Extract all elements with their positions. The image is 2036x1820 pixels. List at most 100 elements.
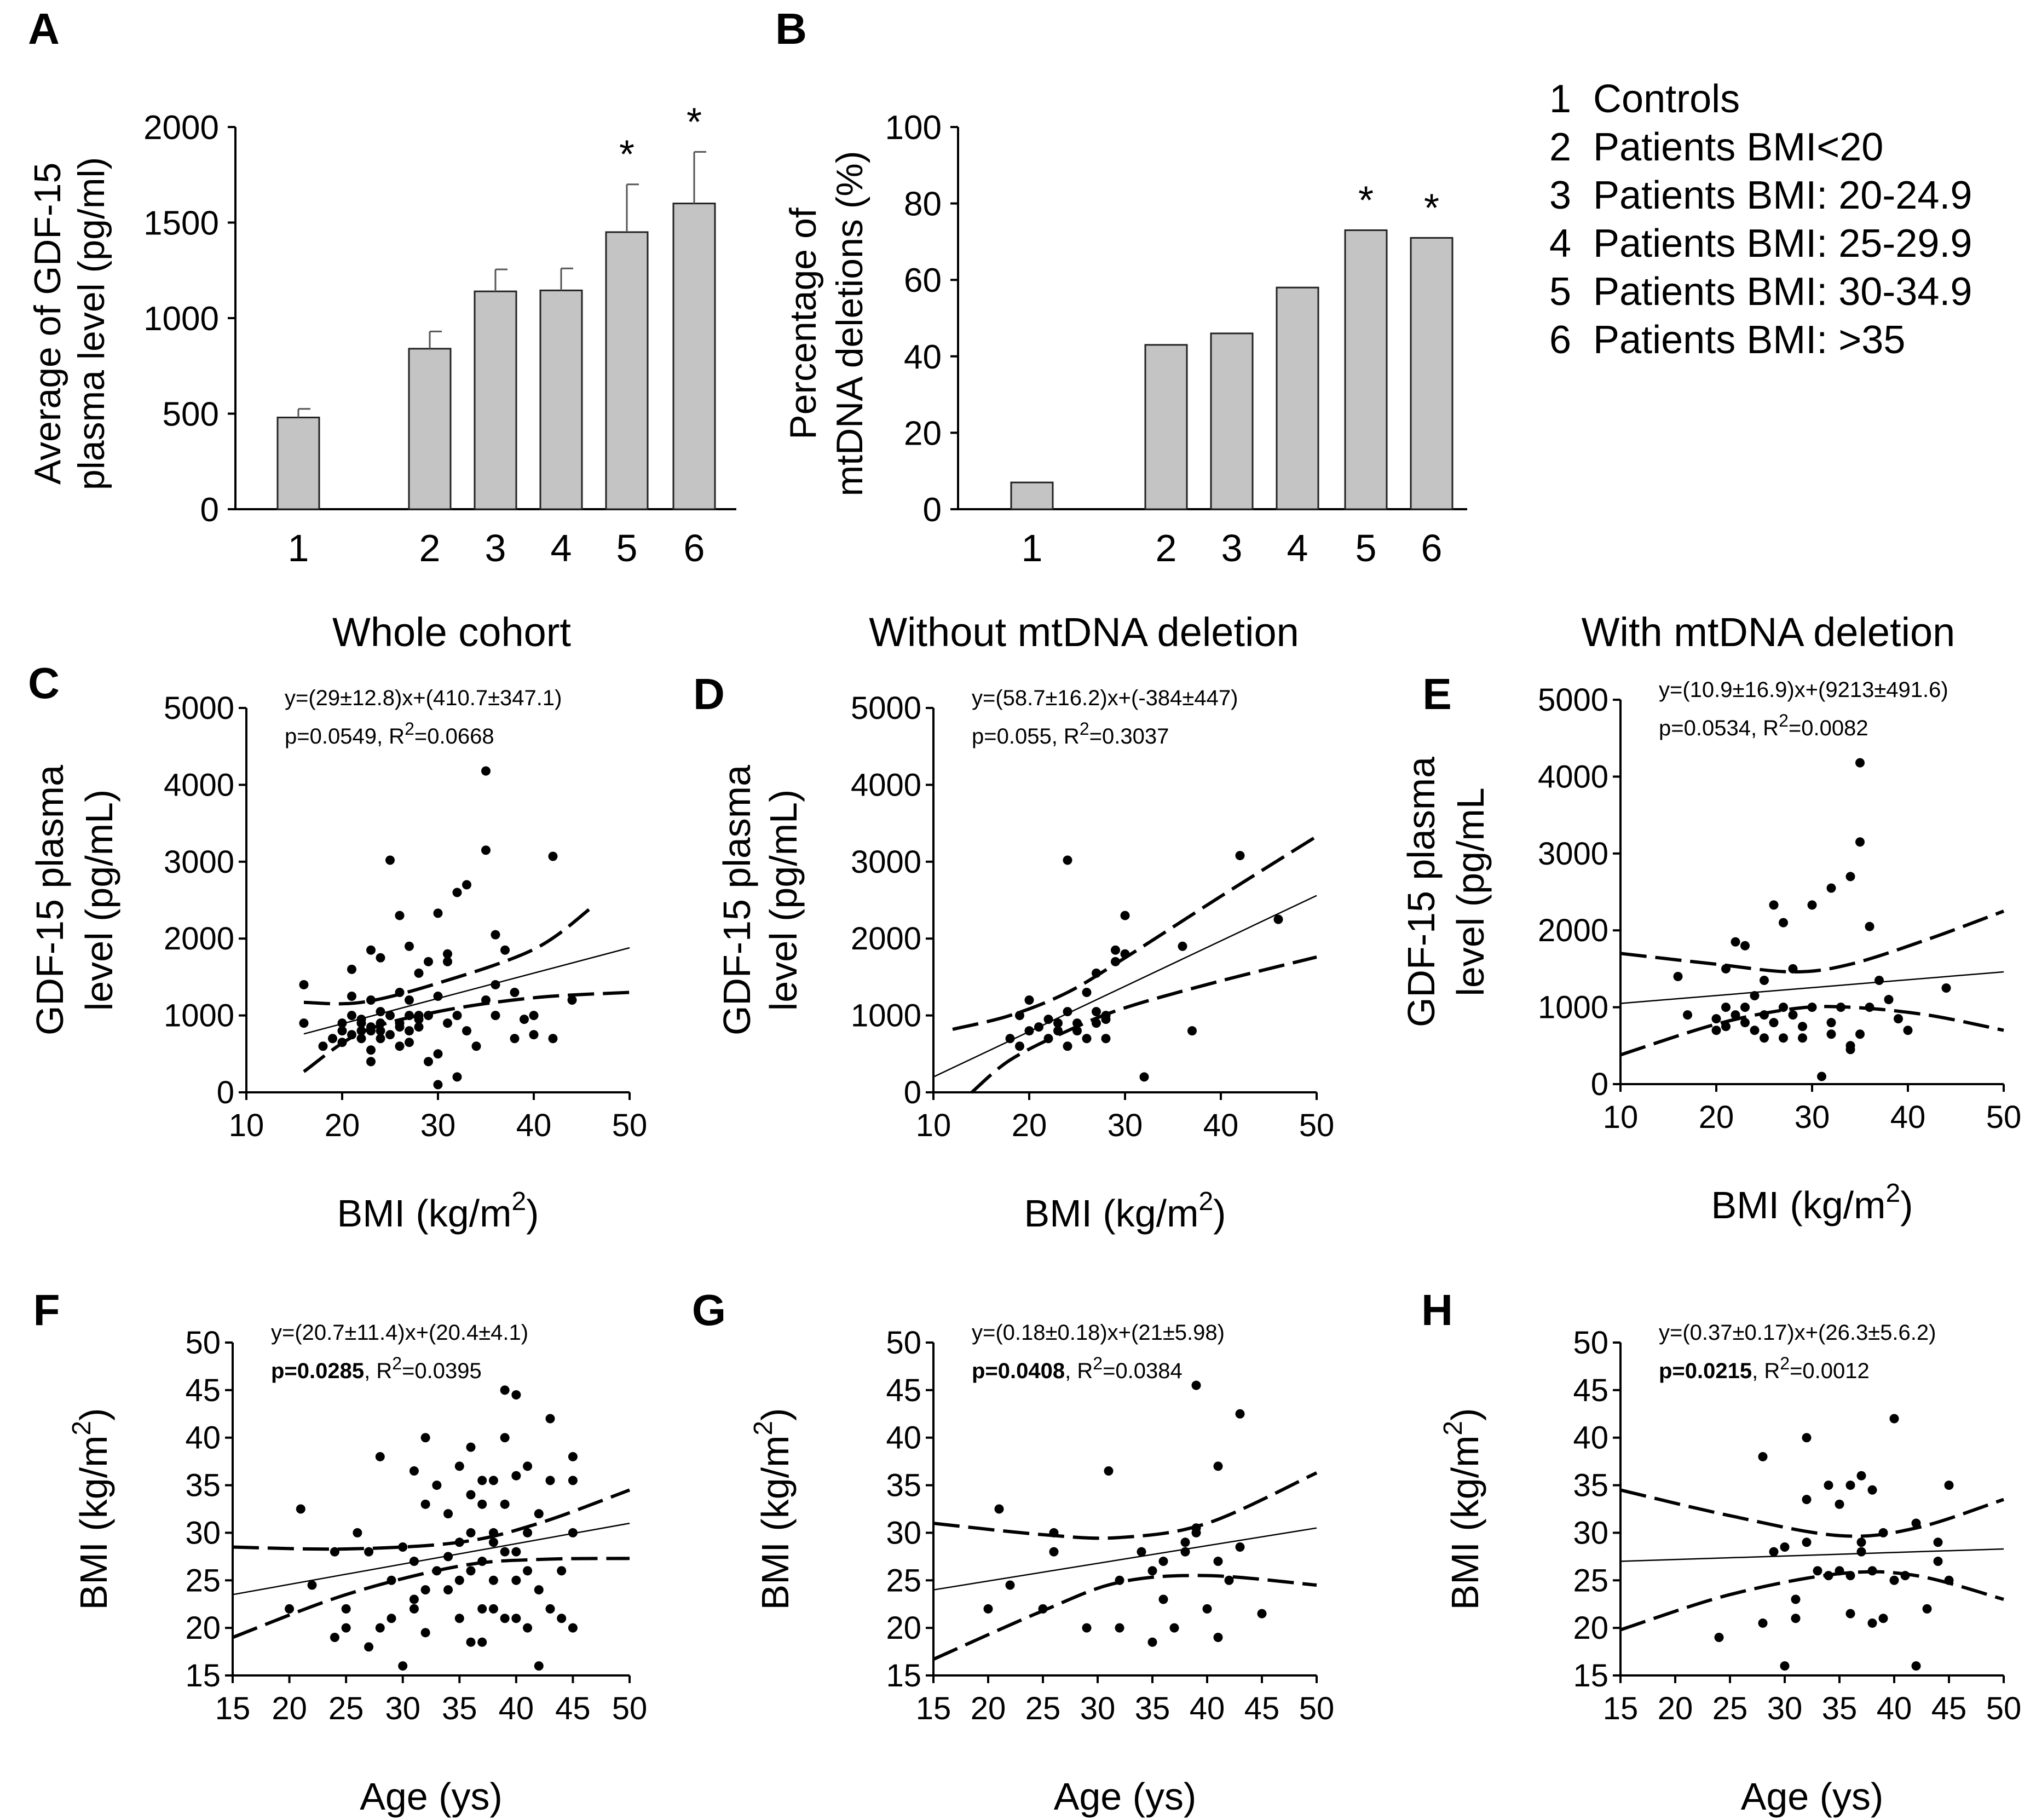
x-tick-label: 35 bbox=[442, 1691, 477, 1726]
data-point bbox=[1944, 1481, 1954, 1490]
y-tick-label: 20 bbox=[1573, 1610, 1608, 1646]
data-point bbox=[1711, 1014, 1721, 1024]
data-point bbox=[364, 1642, 374, 1652]
data-point bbox=[347, 992, 356, 1001]
data-point bbox=[466, 1528, 476, 1537]
y-tick-label: 0 bbox=[200, 491, 219, 529]
x-tick-label: 10 bbox=[916, 1108, 951, 1143]
r-label: , R bbox=[1751, 716, 1779, 740]
data-point bbox=[454, 1575, 464, 1585]
bar-1 bbox=[1010, 481, 1054, 510]
data-point bbox=[523, 1623, 533, 1633]
data-point bbox=[1779, 1033, 1788, 1043]
data-point bbox=[1120, 911, 1130, 920]
fit-line bbox=[933, 1527, 1317, 1591]
data-point bbox=[409, 1604, 419, 1614]
x-tick-label: 6 bbox=[684, 527, 705, 569]
bar-2 bbox=[1144, 344, 1188, 510]
x-axis-label-sup: 2 bbox=[511, 1187, 526, 1216]
fit-line bbox=[232, 1522, 630, 1596]
y-tick-label: 3000 bbox=[851, 844, 921, 880]
data-point bbox=[1856, 1537, 1866, 1547]
data-point bbox=[1933, 1557, 1943, 1566]
legend-item: 5 Patients BMI: 30-34.9 bbox=[1549, 270, 1972, 314]
x-axis-label-text: Age (ys) bbox=[1054, 1775, 1197, 1818]
data-point bbox=[523, 1528, 533, 1537]
x-axis-label: Age (ys) bbox=[1741, 1775, 1884, 1818]
data-point bbox=[385, 1030, 395, 1040]
data-point bbox=[1053, 1018, 1063, 1028]
p-value: p=0.0408 bbox=[972, 1359, 1065, 1383]
y-axis-label: plasma level (pg/ml) bbox=[71, 157, 112, 490]
data-point bbox=[1769, 1018, 1779, 1028]
x-tick-label: 30 bbox=[1767, 1691, 1803, 1726]
y-tick-label: 5000 bbox=[164, 690, 234, 726]
y-tick-label: 1000 bbox=[851, 998, 921, 1034]
x-tick-label: 15 bbox=[215, 1691, 251, 1726]
x-tick-label: 30 bbox=[420, 1108, 456, 1143]
y-tick-label: 50 bbox=[1573, 1325, 1608, 1361]
bar-5 bbox=[605, 231, 649, 510]
y-tick-label: 100 bbox=[885, 109, 942, 147]
panel-a: A 0 500 1000 1500 2000 1 2 3 4 * 5 * 6 Average of GDF-… bbox=[27, 4, 736, 569]
p-value: p=0.055 bbox=[972, 724, 1052, 748]
data-point bbox=[1191, 1528, 1201, 1537]
data-point bbox=[443, 957, 452, 966]
x-tick-label: 15 bbox=[1603, 1691, 1639, 1726]
data-point bbox=[1139, 1072, 1149, 1082]
data-point bbox=[491, 1011, 500, 1021]
data-point bbox=[1894, 1014, 1903, 1024]
data-point bbox=[405, 1038, 414, 1047]
r-superscript: 2 bbox=[405, 719, 414, 739]
y-tick-label: 45 bbox=[886, 1373, 921, 1408]
data-point bbox=[341, 1623, 351, 1633]
data-point bbox=[356, 1018, 366, 1028]
y-tick-label: 25 bbox=[886, 1563, 921, 1598]
bar-6 bbox=[1410, 237, 1454, 510]
data-point bbox=[420, 1499, 430, 1509]
y-axis-label-text: BMI (kg/m bbox=[1444, 1436, 1486, 1610]
y-tick-label: 20 bbox=[185, 1610, 221, 1646]
y-tick-label: 2000 bbox=[851, 921, 921, 957]
r-label: , R bbox=[1752, 1359, 1780, 1383]
data-point bbox=[375, 1623, 385, 1633]
data-point bbox=[1082, 987, 1092, 997]
r-value: =0.3037 bbox=[1089, 724, 1169, 748]
regression-equation: y=(10.9±16.9)x+(9213±491.6) bbox=[1659, 678, 1948, 702]
data-point bbox=[523, 1566, 533, 1576]
r-label: , R bbox=[1065, 1359, 1093, 1383]
data-point bbox=[395, 1041, 405, 1051]
data-point bbox=[285, 1604, 295, 1614]
data-point bbox=[1889, 1575, 1899, 1585]
data-point bbox=[366, 995, 376, 1005]
data-point bbox=[353, 1528, 362, 1537]
regression-stats: p=0.0408, R2=0.0384 bbox=[972, 1354, 1183, 1383]
data-point bbox=[405, 1026, 414, 1036]
data-point bbox=[433, 1049, 443, 1059]
data-point bbox=[1855, 758, 1865, 768]
data-point bbox=[488, 1476, 498, 1485]
data-point bbox=[424, 1057, 433, 1067]
y-tick-label: 1500 bbox=[143, 205, 219, 243]
data-point bbox=[557, 1614, 567, 1623]
bar-4 bbox=[1276, 286, 1319, 510]
data-point bbox=[529, 1011, 539, 1021]
data-point bbox=[534, 1509, 544, 1519]
data-point bbox=[1779, 1003, 1788, 1012]
regression-stats: p=0.0215, R2=0.0012 bbox=[1659, 1354, 1870, 1383]
y-axis-label-end: ) bbox=[72, 1408, 115, 1421]
data-point bbox=[452, 1011, 462, 1021]
x-tick-label: 20 bbox=[1012, 1108, 1047, 1143]
y-tick-label: 0 bbox=[1591, 1067, 1608, 1102]
r-value: =0.0082 bbox=[1789, 716, 1868, 740]
data-point bbox=[405, 995, 414, 1005]
data-point bbox=[424, 957, 433, 966]
x-tick-label: 20 bbox=[272, 1691, 307, 1726]
x-tick-label: 3 bbox=[485, 527, 506, 569]
panel-label: C bbox=[28, 659, 60, 707]
y-axis-label-sup: 2 bbox=[67, 1421, 96, 1436]
data-point bbox=[341, 1604, 351, 1614]
x-tick-label: 2 bbox=[419, 527, 441, 569]
data-point bbox=[994, 1504, 1004, 1514]
data-point bbox=[500, 1547, 510, 1557]
